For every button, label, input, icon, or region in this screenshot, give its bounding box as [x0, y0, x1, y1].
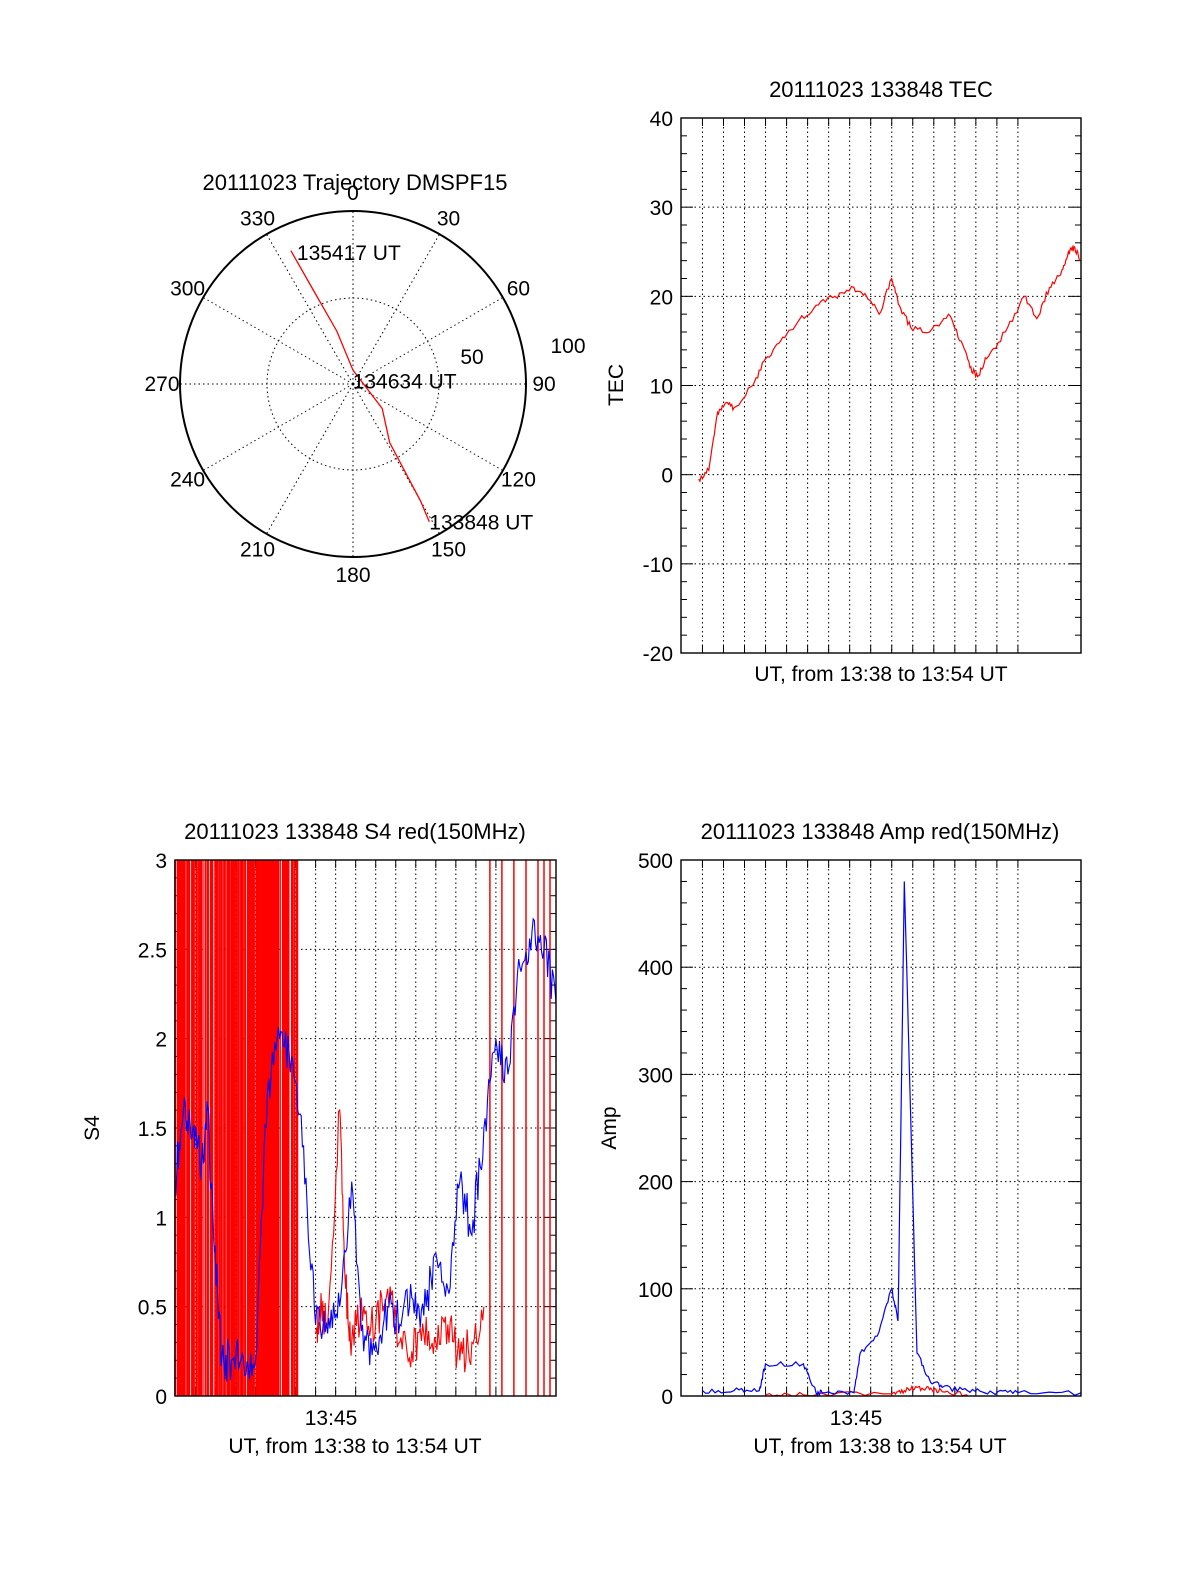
polar-outer-circle	[179, 210, 527, 558]
tec-xlabel: UT, from 13:38 to 13:54 UT	[754, 663, 1007, 686]
polar-spoke-300	[202, 297, 354, 385]
polar-spokes	[180, 211, 526, 557]
polar-angle-label-60: 60	[507, 278, 530, 301]
s4-series-blue	[174, 917, 557, 1382]
s4-xlabel: UT, from 13:38 to 13:54 UT	[228, 1435, 481, 1458]
trajectory-track	[290, 250, 430, 522]
s4-ytick-label-0: 0	[155, 1386, 167, 1409]
amp-grid	[681, 860, 1081, 1396]
tec-grid	[681, 118, 1081, 653]
tec-ytick-label-0: -20	[643, 643, 673, 666]
s4-chart: 20111023 133848 S4 red(150MHz) 13:45 UT,…	[81, 819, 557, 1458]
tec-y-ticks: -20 -10 0 10 20 30 40	[643, 108, 1081, 666]
tec-ytick-label-5: 30	[650, 197, 673, 220]
s4-ytick-label-5: 2.5	[138, 939, 167, 962]
amp-xlabel: UT, from 13:38 to 13:54 UT	[753, 1435, 1006, 1458]
s4-frame	[174, 859, 557, 1397]
amp-title: 20111023 133848 Amp red(150MHz)	[701, 819, 1060, 844]
s4-ytick-label-4: 2	[155, 1029, 167, 1052]
polar-spoke-330	[266, 233, 354, 385]
tec-ytick-label-3: 10	[650, 376, 673, 399]
amp-xtick-label-1345: 13:45	[830, 1407, 883, 1430]
tec-ytick-label-6: 40	[650, 108, 673, 131]
s4-ytick-label-3: 1.5	[138, 1118, 167, 1141]
polar-angle-label-30: 30	[437, 208, 460, 231]
polar-spoke-210	[266, 383, 354, 535]
s4-ytick-label-2: 1	[155, 1207, 167, 1230]
polar-angle-label-210: 210	[240, 538, 275, 561]
tec-ylabel: TEC	[605, 364, 628, 406]
amp-ytick-label-5: 500	[638, 850, 673, 873]
tec-title: 20111023 133848 TEC	[769, 77, 993, 102]
s4-title: 20111023 133848 S4 red(150MHz)	[184, 819, 526, 844]
amp-chart: 20111023 133848 Amp red(150MHz) 13:45 UT…	[598, 819, 1082, 1458]
trajectory-annotation-mid: 134634 UT	[353, 371, 457, 394]
polar-angle-label-300: 300	[170, 278, 205, 301]
amp-ytick-label-0: 0	[661, 1386, 673, 1409]
trajectory-annotation-end: 135417 UT	[297, 242, 401, 265]
polar-spoke-60	[352, 297, 504, 385]
polar-angle-label-240: 240	[170, 469, 205, 492]
amp-series-blue	[702, 881, 1082, 1398]
polar-spoke-240	[202, 383, 354, 471]
s4-ylabel: S4	[81, 1115, 104, 1141]
trajectory-title: 20111023 Trajectory DMSPF15	[203, 170, 508, 195]
amp-ytick-label-2: 200	[638, 1172, 673, 1195]
tec-chart: 20111023 133848 TEC UT, from 13:38 to 13…	[605, 77, 1082, 686]
polar-angle-label-90: 90	[532, 373, 555, 396]
polar-angle-label-330: 330	[240, 208, 275, 231]
amp-ytick-label-3: 300	[638, 1064, 673, 1087]
amp-ytick-label-4: 400	[638, 957, 673, 980]
amp-series-red	[765, 1384, 968, 1397]
polar-angle-label-120: 120	[501, 469, 536, 492]
polar-angle-label-150: 150	[431, 538, 466, 561]
tec-ytick-label-1: -10	[643, 554, 673, 577]
s4-xtick-label-1345: 13:45	[305, 1407, 358, 1430]
s4-ytick-label-1: 0.5	[138, 1297, 167, 1320]
amp-ytick-label-1: 100	[638, 1279, 673, 1302]
s4-ytick-label-6: 3	[155, 850, 167, 873]
amp-ylabel: Amp	[598, 1106, 621, 1149]
polar-spoke-30	[352, 233, 440, 385]
polar-angle-label-270: 270	[144, 373, 179, 396]
polar-angle-labels: 0 30 60 90 120 150 180 210 240 270 300 330	[144, 182, 555, 587]
amp-frame	[680, 859, 1082, 1397]
polar-angle-label-0: 0	[347, 182, 359, 205]
trajectory-annotation-start: 133848 UT	[429, 512, 533, 535]
tec-ytick-label-4: 20	[650, 286, 673, 309]
s4-series-red	[315, 1108, 485, 1373]
polar-radial-label-100: 100	[550, 335, 585, 358]
tec-frame	[680, 117, 1082, 654]
tec-ytick-label-2: 0	[661, 465, 673, 488]
polar-spoke-150	[352, 383, 440, 535]
amp-y-ticks: 0 100 200 300 400 500	[638, 850, 1081, 1409]
polar-radial-label-50: 50	[460, 346, 483, 369]
polar-angle-label-180: 180	[335, 564, 370, 587]
polar-spoke-120	[352, 383, 504, 471]
tec-series-red	[698, 244, 1082, 483]
trajectory-polar-plot: 20111023 Trajectory DMSPF15 0 30 60 90 120 15…	[144, 170, 585, 587]
